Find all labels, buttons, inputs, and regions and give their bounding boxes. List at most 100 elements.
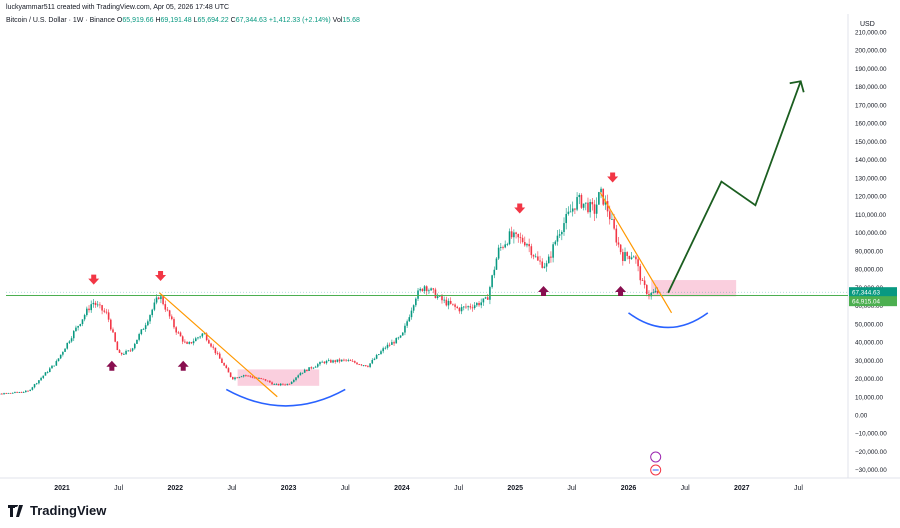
candle-body <box>194 338 197 342</box>
symbol-name[interactable]: Bitcoin / U.S. Dollar · 1W · Binance <box>6 17 115 24</box>
candle-body <box>29 389 31 391</box>
candle-body <box>415 298 417 306</box>
candle-body <box>310 367 313 369</box>
candle-body <box>88 308 90 311</box>
high-label: H <box>155 17 161 24</box>
candle-body <box>646 285 648 294</box>
candle-body <box>635 256 637 260</box>
candle-body <box>595 204 598 214</box>
candle-body <box>199 336 201 338</box>
x-tick-label: Jul <box>341 485 350 492</box>
candle-body <box>77 325 79 328</box>
y-tick-label: 110,000.00 <box>855 212 887 219</box>
candle-body <box>410 310 413 318</box>
candle-body <box>462 306 465 308</box>
candle-body <box>434 289 437 298</box>
price-chart[interactable]: USD 210,000.00 200,000.00 190,000.00 180,000… <box>0 0 900 500</box>
candle-body <box>513 232 515 238</box>
candle-body <box>428 290 430 292</box>
candle-body <box>436 296 439 298</box>
candle-body <box>539 260 541 262</box>
candle-body <box>615 228 618 243</box>
candle-body <box>582 203 585 208</box>
candle-body <box>164 304 167 310</box>
candle-body <box>467 306 469 308</box>
close-label: C <box>230 17 236 24</box>
y-tick-label: 0.00 <box>855 413 868 420</box>
up-arrow-marker <box>538 285 550 296</box>
candle-body <box>3 393 5 395</box>
candle-body <box>86 308 88 316</box>
y-tick-label: 160,000.00 <box>855 121 887 128</box>
candle-body <box>399 335 402 338</box>
candle-body <box>35 383 38 385</box>
y-tick-label: 200,000.00 <box>855 48 887 55</box>
high-value: 69,191.48 <box>160 17 192 24</box>
candle-body <box>362 365 365 366</box>
candle-body <box>223 362 225 366</box>
candle-body <box>556 235 559 242</box>
candle-body <box>360 364 363 366</box>
candle-body <box>454 304 456 307</box>
candle-body <box>617 242 620 245</box>
candle-body <box>652 292 655 294</box>
candle-body <box>112 329 114 333</box>
y-tick-label: 100,000.00 <box>855 230 887 237</box>
candle-body <box>40 377 42 381</box>
x-tick-label: Jul <box>681 485 690 492</box>
candle-body <box>51 365 53 369</box>
candle-body <box>332 360 334 363</box>
candle-body <box>495 258 498 270</box>
candle-body <box>116 341 119 351</box>
candle-body <box>550 256 552 258</box>
candle-body <box>408 317 411 322</box>
open-value: 65,919.66 <box>122 17 154 24</box>
candle-body <box>238 376 241 378</box>
candle-body <box>578 194 581 198</box>
candle-body <box>371 359 374 364</box>
x-tick-label: 2023 <box>281 485 297 492</box>
candle-body <box>153 302 156 310</box>
candle-body <box>290 381 293 384</box>
down-arrow-marker <box>88 274 100 285</box>
candle-body <box>79 324 82 326</box>
candle-body <box>471 307 474 309</box>
y-tick-label: 30,000.00 <box>855 358 884 365</box>
down-arrow-marker <box>155 271 167 282</box>
candle-body <box>181 336 184 342</box>
candle-body <box>171 316 173 320</box>
candle-body <box>515 232 517 234</box>
rounded-bottom-arc <box>225 388 346 407</box>
candle-body <box>277 383 280 386</box>
candle-body <box>571 208 574 212</box>
candle-body <box>107 312 110 320</box>
change-value: +1,412.33 (+2.14%) <box>268 17 331 24</box>
candle-body <box>11 392 14 394</box>
x-tick-label: 2026 <box>621 485 637 492</box>
candle-body <box>173 319 175 328</box>
volume-label: Vol <box>332 17 343 24</box>
candle-body <box>641 280 644 282</box>
candle-body <box>205 333 208 341</box>
candle-body <box>31 387 34 390</box>
candle-body <box>251 376 254 378</box>
candle-body <box>20 392 23 393</box>
candle-body <box>216 353 219 354</box>
candle-body <box>491 275 493 288</box>
candle-body <box>44 372 47 376</box>
candle-body <box>567 211 570 214</box>
close-value: 67,344.63 <box>235 17 267 24</box>
candle-body <box>439 295 441 297</box>
tradingview-brand[interactable]: TradingView <box>8 503 106 518</box>
candle-body <box>234 377 236 380</box>
candle-body <box>232 377 234 380</box>
candle-body <box>151 309 154 316</box>
candle-body <box>75 327 77 332</box>
candle-body <box>338 359 341 362</box>
candle-body <box>203 333 206 335</box>
candle-body <box>114 332 116 342</box>
candle-body <box>650 293 652 297</box>
candle-body <box>225 365 228 369</box>
candle-body <box>521 237 524 243</box>
candle-body <box>22 392 25 393</box>
